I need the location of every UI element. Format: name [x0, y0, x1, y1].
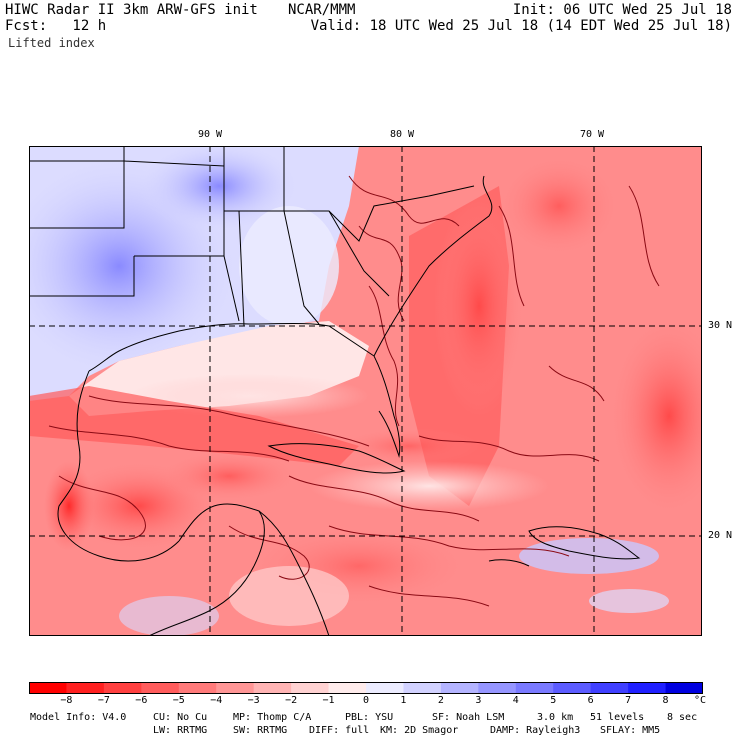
colorbar-swatch — [29, 682, 67, 694]
colorbar-swatch — [141, 682, 180, 694]
colorbar-tick-label: −5 — [172, 695, 185, 706]
valid-time: Valid: 18 UTC Wed 25 Jul 18 (14 EDT Wed … — [310, 18, 732, 34]
colorbar-tick-label: 6 — [587, 695, 594, 706]
map-frame — [29, 146, 702, 636]
colorbar-tick-label: −1 — [322, 695, 335, 706]
model-title: HIWC Radar II 3km ARW-GFS init — [5, 2, 258, 18]
colorbar-swatch — [216, 682, 255, 694]
lon-label-80w: 80 W — [390, 129, 415, 140]
colorbar-tick-label: 0 — [362, 695, 370, 706]
colorbar-swatch — [478, 682, 517, 694]
lat-label-30n: 30 N — [708, 320, 733, 331]
footer-sw: SW: RRTMG — [233, 725, 288, 736]
footer-resolution: 3.0 km — [537, 712, 574, 723]
contour-lines — [48, 175, 660, 607]
colorbar-tick-label: −7 — [97, 695, 110, 706]
colorbar-tick-label: −6 — [135, 695, 148, 706]
colorbar-tick-label: 4 — [512, 695, 519, 706]
latlon-grid — [29, 146, 702, 636]
footer-diff: DIFF: full — [309, 725, 370, 736]
footer-damp: DAMP: Rayleigh3 — [490, 725, 581, 736]
colorbar-tick-label: 7 — [625, 695, 632, 706]
lat-label-20n: 20 N — [708, 530, 733, 541]
pacific-blue — [119, 596, 219, 636]
colorbar-frame — [29, 682, 703, 694]
colorbar-swatch — [366, 682, 404, 694]
colorbar-swatch — [103, 682, 142, 694]
colorbar-ticks: −8 −7 −6 −5 −4 −3 −2 −1 0 1 2 3 4 5 6 7 8 — [0, 694, 740, 714]
footer-model-info: Model Info: V4.0 — [30, 712, 127, 723]
colorbar-tick-label: −8 — [60, 695, 73, 706]
colorbar-swatch — [291, 682, 330, 694]
init-time: Init: 06 UTC Wed 25 Jul 18 — [512, 2, 732, 18]
lon-label-90w: 90 W — [198, 129, 223, 140]
footer-mp: MP: Thomp C/A — [233, 712, 312, 723]
colorbar-swatch — [665, 682, 703, 694]
lifted-index-map — [29, 146, 702, 636]
bahamas-red — [339, 428, 479, 464]
colorbar-swatch — [553, 682, 592, 694]
footer-cu: CU: No Cu — [153, 712, 208, 723]
colorbar-tick-label: 1 — [400, 695, 407, 706]
colorbar-tick-label: 3 — [475, 695, 482, 706]
atlantic-plume-core — [434, 196, 524, 416]
gulf-red-band — [29, 386, 359, 466]
central-america-pale — [229, 566, 349, 626]
colorbar-swatch — [178, 682, 217, 694]
colorbar-swatch — [403, 682, 442, 694]
footer-levels: 51 levels — [590, 712, 645, 723]
colorbar-swatch — [328, 682, 367, 694]
central-gulf-red — [159, 451, 299, 501]
colorbar-tick-label: −2 — [285, 695, 298, 706]
colorbar-swatch — [66, 682, 105, 694]
lon-label-70w: 70 W — [580, 129, 605, 140]
field-name: Lifted index — [8, 36, 95, 50]
footer-pbl: PBL: YSU — [345, 712, 394, 723]
colorbar-swatch — [515, 682, 554, 694]
footer-lw: LW: RRTMG — [153, 725, 208, 736]
colorbar-tick-label: −3 — [247, 695, 260, 706]
forecast-hour: Fcst: 12 h — [5, 18, 107, 34]
cool-core-east — [239, 206, 339, 326]
colorbar-swatch — [440, 682, 479, 694]
footer-km: KM: 2D Smagor — [380, 725, 459, 736]
footer-sf: SF: Noah LSM — [432, 712, 505, 723]
colorbar-swatch — [590, 682, 629, 694]
colorbar-tick-label: 5 — [550, 695, 557, 706]
colorbar-tick-label: 2 — [437, 695, 444, 706]
colorbar — [29, 682, 703, 694]
ne-atlantic-red — [499, 156, 619, 256]
bay-campeche-red — [44, 461, 94, 551]
caribbean-pale — [309, 461, 549, 511]
colorbar-tick-label: −4 — [210, 695, 223, 706]
colorbar-swatch — [253, 682, 292, 694]
colorbar-swatch — [628, 682, 667, 694]
colorbar-unit: °C — [694, 695, 707, 706]
caribbean-blue — [589, 589, 669, 613]
footer-sflay: SFLAY: MM5 — [600, 725, 661, 736]
org-label: NCAR/MMM — [288, 2, 356, 18]
cool-core-north — [139, 146, 299, 231]
colorbar-tick-label: 8 — [662, 695, 669, 706]
geographic-boundaries — [29, 146, 641, 636]
east-atlantic-red — [609, 316, 702, 516]
footer-timestep: 8 sec — [667, 712, 698, 723]
hispaniola-blue — [519, 538, 659, 574]
